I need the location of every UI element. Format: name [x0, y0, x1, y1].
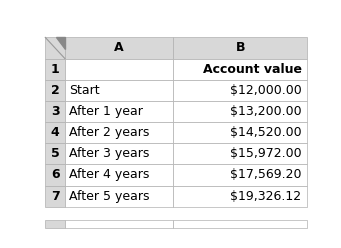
Bar [65, 186, 174, 207]
Text: $13,200.00: $13,200.00 [230, 105, 301, 118]
Text: 3: 3 [51, 105, 59, 118]
Bar [65, 122, 174, 143]
Text: 4: 4 [51, 126, 59, 139]
Bar [174, 164, 307, 186]
Text: B: B [235, 41, 245, 55]
Bar [65, 164, 174, 186]
Bar [174, 220, 307, 228]
Text: 1: 1 [51, 63, 59, 76]
Bar [174, 59, 307, 80]
Text: 5: 5 [51, 147, 59, 160]
Bar [65, 220, 174, 228]
Text: After 3 years: After 3 years [69, 147, 150, 160]
Bar [174, 143, 307, 164]
Text: $15,972.00: $15,972.00 [230, 147, 301, 160]
Text: $12,000.00: $12,000.00 [230, 84, 301, 97]
Bar [45, 101, 65, 122]
Bar [174, 80, 307, 101]
Bar [174, 101, 307, 122]
Text: After 1 year: After 1 year [69, 105, 143, 118]
Bar [45, 186, 65, 207]
Bar [45, 122, 65, 143]
Bar [174, 122, 307, 143]
Bar [45, 80, 65, 101]
Bar [45, 59, 65, 80]
Text: $17,569.20: $17,569.20 [230, 168, 301, 182]
Text: 2: 2 [51, 84, 59, 97]
Bar [174, 37, 307, 59]
Text: A: A [114, 41, 124, 55]
Bar [45, 37, 65, 59]
Bar [65, 143, 174, 164]
Bar [65, 37, 174, 59]
Text: $19,326.12: $19,326.12 [231, 190, 301, 203]
Bar [45, 164, 65, 186]
Text: $14,520.00: $14,520.00 [230, 126, 301, 139]
Text: After 4 years: After 4 years [69, 168, 150, 182]
Bar [65, 80, 174, 101]
Bar [174, 186, 307, 207]
Text: After 2 years: After 2 years [69, 126, 150, 139]
Bar [45, 220, 65, 228]
Bar [45, 143, 65, 164]
Text: Start: Start [69, 84, 100, 97]
Bar [65, 101, 174, 122]
Text: Account value: Account value [203, 63, 301, 76]
Polygon shape [56, 37, 65, 49]
Bar [65, 59, 174, 80]
Text: After 5 years: After 5 years [69, 190, 150, 203]
Text: 6: 6 [51, 168, 59, 182]
Text: 7: 7 [51, 190, 59, 203]
